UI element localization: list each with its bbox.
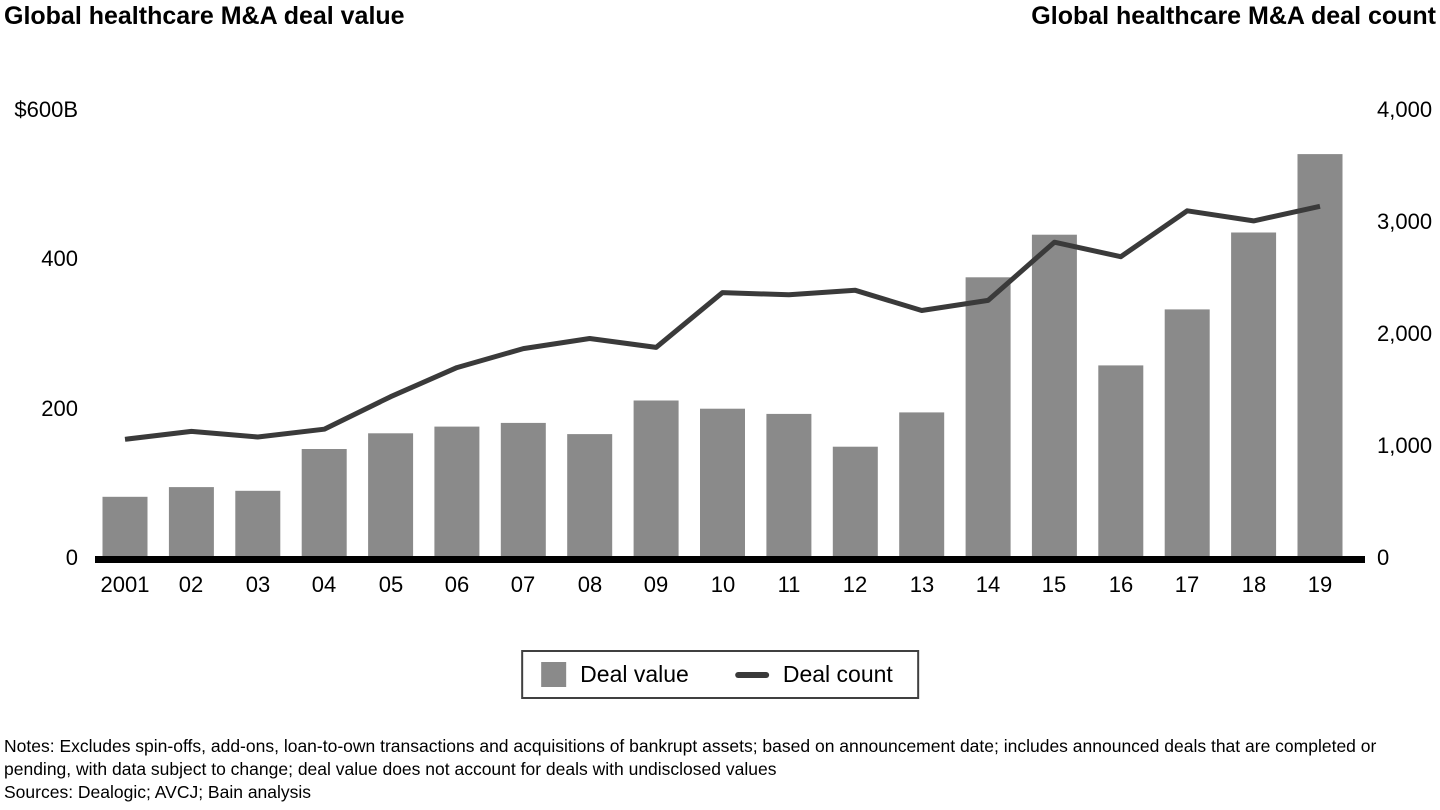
x-axis-label-08: 08 <box>577 572 603 597</box>
right-axis-tick-1000: 1,000 <box>1377 433 1433 458</box>
x-axis-label-05: 05 <box>378 572 404 597</box>
bar-14 <box>965 277 1011 562</box>
deal-count-line <box>124 203 1321 442</box>
legend-item-deal-count: Deal count <box>734 661 893 688</box>
x-axis-label-13: 13 <box>909 572 935 597</box>
bar-03 <box>235 490 281 562</box>
bar-11 <box>766 413 812 562</box>
bar-12 <box>832 446 878 562</box>
bar-04 <box>301 449 347 562</box>
x-axis-label-18: 18 <box>1241 572 1267 597</box>
x-axis-label-11: 11 <box>777 572 801 597</box>
line-swatch-icon <box>734 671 769 678</box>
x-axis-baseline <box>95 556 1365 563</box>
right-axis-tick-3000: 3,000 <box>1377 209 1433 234</box>
x-axis-label-17: 17 <box>1174 572 1200 597</box>
x-axis-label-04: 04 <box>311 572 337 597</box>
bar-05 <box>368 433 414 562</box>
bar-17 <box>1164 309 1210 562</box>
x-axis-label-12: 12 <box>842 572 868 597</box>
chart-title-left: Global healthcare M&A deal value <box>4 2 405 30</box>
notes-text: Notes: Excludes spin-offs, add-ons, loan… <box>4 736 1377 779</box>
left-axis-tick-200: 200 <box>41 396 78 421</box>
bar-13 <box>899 412 945 562</box>
bar-16 <box>1098 365 1144 562</box>
x-axis-label-07: 07 <box>510 572 536 597</box>
bar-07 <box>500 422 546 562</box>
legend-item-deal-value: Deal value <box>541 661 689 688</box>
bar-06 <box>434 426 480 562</box>
legend: Deal value Deal count <box>521 650 919 699</box>
x-axis-label-2001: 2001 <box>100 572 150 597</box>
sources-text: Sources: Dealogic; AVCJ; Bain analysis <box>4 782 312 802</box>
bar-2001 <box>102 496 148 562</box>
x-axis-label-19: 19 <box>1307 572 1333 597</box>
bar-09 <box>633 400 679 562</box>
bar-15 <box>1031 234 1077 562</box>
bar-08 <box>567 434 613 562</box>
left-axis-tick-600: $600B <box>14 97 78 122</box>
x-axis-label-14: 14 <box>975 572 1001 597</box>
right-axis-tick-2000: 2,000 <box>1377 321 1433 346</box>
legend-label-deal-value: Deal value <box>580 661 689 687</box>
right-axis-tick-0: 0 <box>1377 545 1390 570</box>
bar-02 <box>168 487 214 562</box>
left-axis-tick-400: 400 <box>41 246 78 271</box>
bar-19 <box>1297 154 1343 562</box>
bar-10 <box>700 408 745 562</box>
x-axis-label-06: 06 <box>444 572 470 597</box>
footnotes: Notes: Excludes spin-offs, add-ons, loan… <box>4 735 1438 804</box>
chart-title-right: Global healthcare M&A deal count <box>1031 2 1436 30</box>
x-axis-label-09: 09 <box>643 572 669 597</box>
bar-swatch-icon <box>541 662 567 687</box>
x-axis-label-10: 10 <box>710 572 736 597</box>
left-axis-tick-0: 0 <box>65 545 78 570</box>
legend-label-deal-count: Deal count <box>782 661 893 687</box>
x-axis-label-16: 16 <box>1108 572 1134 597</box>
x-axis-label-03: 03 <box>245 572 271 597</box>
x-axis-label-02: 02 <box>178 572 204 597</box>
bar-18 <box>1231 232 1277 562</box>
x-axis-label-15: 15 <box>1041 572 1067 597</box>
right-axis-tick-4000: 4,000 <box>1377 97 1433 122</box>
